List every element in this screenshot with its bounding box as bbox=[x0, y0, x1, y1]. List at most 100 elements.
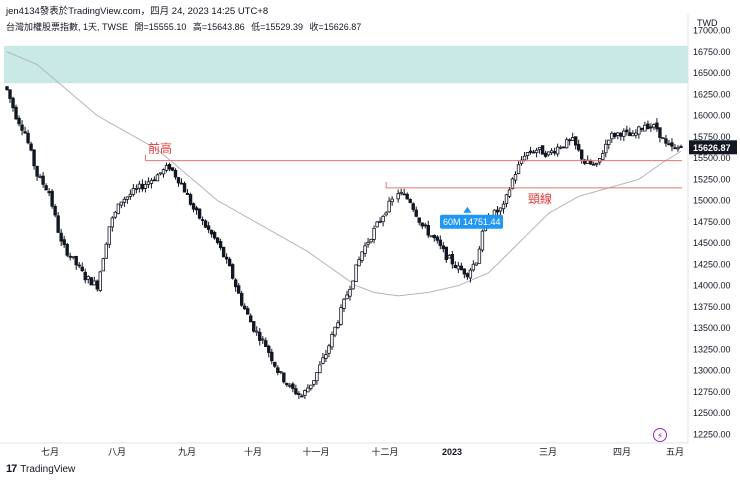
y-tick-label: 12250.00 bbox=[693, 429, 731, 439]
candle-body bbox=[309, 384, 313, 389]
candle-body bbox=[345, 294, 349, 300]
candle-body bbox=[471, 263, 476, 271]
candle-body bbox=[564, 139, 569, 149]
candle-body bbox=[173, 169, 178, 178]
candle-body bbox=[249, 315, 253, 323]
candle-body bbox=[643, 124, 647, 132]
candle-body bbox=[125, 196, 130, 200]
candle-body bbox=[498, 207, 503, 212]
level-label: 頸線 bbox=[528, 191, 552, 206]
candle-body bbox=[420, 222, 424, 227]
candle-body bbox=[246, 308, 250, 315]
candle-body bbox=[501, 203, 506, 210]
candle-body bbox=[143, 184, 148, 189]
candle-body bbox=[661, 137, 665, 140]
candle-body bbox=[50, 190, 54, 207]
candle-body bbox=[324, 354, 328, 359]
moving-average-line bbox=[6, 51, 682, 297]
candle-body bbox=[522, 155, 527, 161]
candle-body bbox=[604, 143, 608, 154]
candle-body bbox=[221, 246, 226, 258]
zone-layer bbox=[4, 45, 688, 84]
candle-body bbox=[459, 265, 464, 271]
candle-body bbox=[543, 152, 548, 157]
candle-body bbox=[399, 191, 403, 194]
candle-body bbox=[152, 179, 157, 182]
high-value: 高=15643.86 bbox=[192, 22, 245, 32]
candle-body bbox=[528, 150, 533, 153]
candle-body bbox=[236, 285, 241, 294]
candle-body bbox=[372, 227, 376, 240]
candle-body bbox=[631, 133, 635, 137]
candle-body bbox=[423, 224, 427, 227]
candle-body bbox=[167, 164, 172, 170]
candle-body bbox=[294, 388, 298, 395]
publish-line: jen4134發表於TradingView.com，四月 24, 2023 14… bbox=[6, 6, 269, 17]
candle-body bbox=[239, 293, 244, 306]
candle-body bbox=[546, 151, 551, 156]
candle-body bbox=[610, 132, 614, 140]
candle-body bbox=[140, 183, 145, 190]
candle-body bbox=[637, 126, 641, 135]
candle-body bbox=[224, 256, 229, 260]
candle-body bbox=[83, 271, 87, 281]
candle-body bbox=[676, 147, 680, 150]
candle-body bbox=[462, 268, 467, 275]
candle-body bbox=[634, 132, 638, 136]
candle-body bbox=[276, 367, 280, 373]
candle-body bbox=[44, 185, 48, 191]
y-tick-label: 14250.00 bbox=[693, 259, 731, 269]
candle-body bbox=[315, 372, 319, 382]
candle-body bbox=[570, 137, 575, 141]
candle-body bbox=[285, 382, 289, 386]
candle-body bbox=[297, 393, 301, 396]
candle-body bbox=[191, 203, 196, 210]
candle-body bbox=[679, 146, 683, 148]
candle-body bbox=[417, 217, 421, 223]
candle-body bbox=[480, 230, 485, 251]
y-tick-label: 15000.00 bbox=[693, 196, 731, 206]
candle-body bbox=[270, 351, 274, 362]
candle-body bbox=[47, 191, 51, 194]
candles-layer bbox=[5, 86, 683, 400]
candle-body bbox=[432, 234, 436, 239]
y-tick-label: 12750.00 bbox=[693, 387, 731, 397]
candle-body bbox=[182, 183, 187, 193]
candle-body bbox=[549, 150, 554, 153]
candle-body bbox=[233, 279, 238, 288]
symbol-label: 台灣加權股票指數, 1天, TWSE bbox=[6, 22, 129, 32]
candle-body bbox=[134, 188, 139, 190]
candle-body bbox=[161, 169, 166, 175]
candle-body bbox=[128, 193, 133, 197]
candle-body bbox=[164, 165, 169, 171]
candle-body bbox=[71, 256, 75, 259]
candle-body bbox=[23, 131, 27, 134]
candle-body bbox=[267, 345, 271, 353]
candle-body bbox=[116, 203, 121, 215]
callout-box bbox=[440, 214, 503, 229]
candle-body bbox=[56, 215, 60, 233]
candle-body bbox=[273, 361, 277, 367]
candle-body bbox=[321, 357, 325, 364]
candle-body bbox=[179, 182, 184, 185]
x-tick-label: 四月 bbox=[613, 447, 631, 457]
candle-body bbox=[170, 167, 175, 171]
candle-body bbox=[26, 132, 30, 144]
last-price-label: 15626.87 bbox=[693, 143, 731, 153]
candle-body bbox=[131, 188, 136, 195]
y-tick-label: 13000.00 bbox=[693, 366, 731, 376]
candle-body bbox=[206, 225, 211, 230]
logo-text: TradingView bbox=[20, 463, 76, 475]
lightning-icon[interactable]: ⚡ bbox=[653, 428, 667, 442]
candle-body bbox=[212, 232, 217, 239]
annotations-layer: 60M 14751.44 bbox=[440, 206, 503, 229]
candle-body bbox=[592, 163, 596, 166]
candle-body bbox=[381, 215, 385, 223]
candle-body bbox=[405, 193, 409, 200]
candle-body bbox=[209, 229, 214, 235]
candle-body bbox=[655, 122, 659, 130]
tradingview-logo[interactable]: 17 TradingView bbox=[6, 463, 75, 475]
candle-body bbox=[450, 254, 455, 265]
